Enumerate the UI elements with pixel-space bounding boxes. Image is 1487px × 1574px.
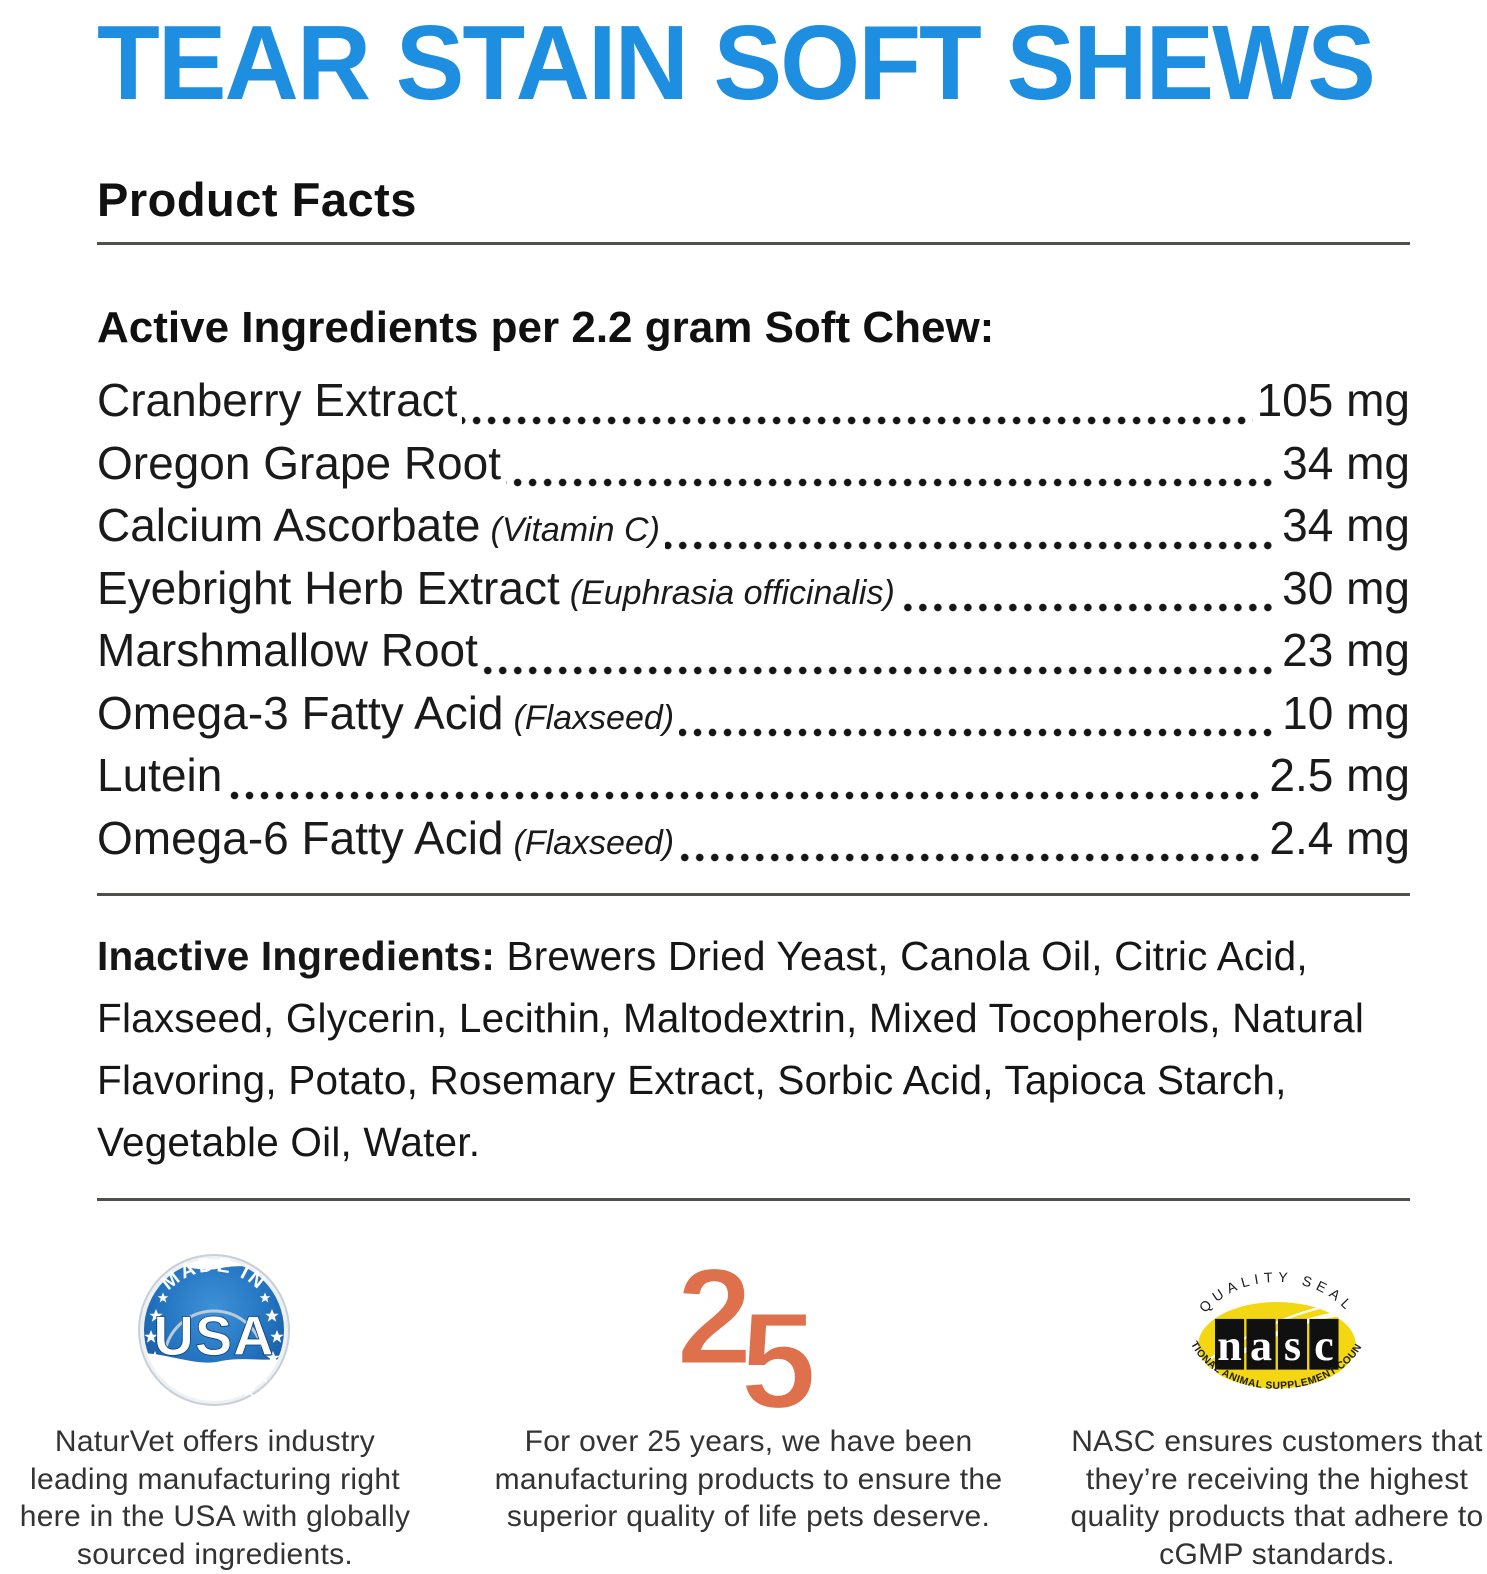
ingredient-value: 23 mg <box>1282 624 1410 676</box>
made-in-usa-badge-icon: MADE IN USA <box>138 1253 290 1406</box>
ingredient-row: Oregon Grape Root 34 mg <box>97 436 1410 499</box>
inactive-ingredients-label: Inactive Ingredients: <box>97 933 496 979</box>
ingredient-name: Oregon Grape Root <box>97 436 502 489</box>
ingredient-name: Marshmallow Root <box>97 624 478 676</box>
digit-2: 2 <box>676 1250 753 1394</box>
nasc-quality-seal-icon: QUALITY SEAL n a s c <box>1169 1258 1364 1392</box>
active-ingredients-list: Cranberry Extract 105 mg Oregon Grape Ro… <box>97 373 1410 873</box>
ingredient-name: Cranberry Extract <box>97 374 458 426</box>
nasc-letter-blocks: n a s c <box>1215 1318 1339 1370</box>
ingredient-name: Omega-6 Fatty Acid <box>97 811 504 864</box>
divider <box>97 893 1410 896</box>
ingredient-value: 10 mg <box>1282 686 1410 739</box>
leader-dots <box>462 415 1253 425</box>
nasc-letter: c <box>1314 1321 1334 1370</box>
divider <box>97 1197 1410 1201</box>
leader-dots <box>227 790 1266 800</box>
nasc-letter: n <box>1217 1321 1242 1370</box>
years-25-column: 2 5 For over 25 years, we have been manu… <box>430 1249 1067 1574</box>
inactive-ingredients: Inactive Ingredients: Brewers Dried Yeas… <box>97 926 1410 1174</box>
nasc-logo-box: QUALITY SEAL n a s c <box>1169 1249 1385 1417</box>
leader-dots <box>664 540 1279 550</box>
certification-badges-row: MADE IN USA <box>0 1249 1487 1574</box>
ingredient-name: Lutein <box>97 749 223 801</box>
nasc-letter: a <box>1250 1321 1272 1370</box>
ingredient-row: Eyebright Herb Extract (Euphrasia offici… <box>97 561 1410 624</box>
leader-dots <box>679 853 1266 862</box>
nasc-column: QUALITY SEAL n a s c <box>1067 1249 1487 1574</box>
leader-dots <box>482 665 1279 675</box>
ingredient-value: 2.5 mg <box>1269 749 1410 801</box>
made-in-usa-logo-box: MADE IN USA <box>126 1249 304 1417</box>
ingredient-note: (Euphrasia officinalis) <box>569 573 895 612</box>
usa-ring-arc <box>164 1309 264 1348</box>
page-title: TEAR STAIN SOFT SHEWS <box>97 4 1376 122</box>
ingredient-row: Omega-3 Fatty Acid (Flaxseed) 10 mg <box>97 686 1410 749</box>
ingredient-row: Lutein 2.5 mg <box>97 748 1410 811</box>
ingredient-row: Omega-6 Fatty Acid (Flaxseed) 2.4 mg <box>97 811 1410 874</box>
ingredient-row: Calcium Ascorbate (Vitamin C) 34 mg <box>97 498 1410 561</box>
ingredient-note: (Flaxseed) <box>513 698 675 737</box>
ingredient-name: Eyebright Herb Extract <box>97 561 560 614</box>
digit-5: 5 <box>740 1284 817 1416</box>
leader-dots <box>679 728 1279 737</box>
caption-usa: NaturVet offers industry leading manufac… <box>19 1424 411 1572</box>
product-facts-heading: Product Facts <box>97 173 417 226</box>
label-panel: TEAR STAIN SOFT SHEWS Product Facts Acti… <box>97 4 1410 1201</box>
ingredient-note: (Vitamin C) <box>490 511 660 549</box>
leader-dots <box>506 478 1279 487</box>
ingredient-value: 34 mg <box>1282 436 1410 489</box>
nasc-letter: s <box>1284 1321 1301 1370</box>
ingredient-value: 34 mg <box>1282 499 1410 551</box>
made-in-usa-column: MADE IN USA <box>0 1249 430 1574</box>
ingredient-name: Omega-3 Fatty Acid <box>97 686 504 739</box>
ingredient-note: (Flaxseed) <box>513 823 675 862</box>
25-years-icon: 2 5 <box>674 1250 818 1416</box>
ingredient-name: Calcium Ascorbate <box>97 499 481 551</box>
ingredient-value: 2.4 mg <box>1269 811 1410 864</box>
divider <box>97 242 1410 245</box>
ingredient-value: 105 mg <box>1256 374 1410 426</box>
active-ingredients-heading: Active Ingredients per 2.2 gram Soft Che… <box>97 303 995 352</box>
ingredient-value: 30 mg <box>1282 561 1410 614</box>
leader-dots <box>899 603 1279 612</box>
caption-nasc: NASC ensures customers that they’re rece… <box>1070 1424 1484 1572</box>
ingredient-row: Marshmallow Root 23 mg <box>97 623 1410 686</box>
inactive-ingredients-text: Brewers Dried Yeast, Canola Oil, Citric … <box>97 933 1365 1165</box>
caption-years: For over 25 years, we have been manufact… <box>494 1424 1003 1534</box>
ingredient-row: Cranberry Extract 105 mg <box>97 373 1410 436</box>
usa-main-text: USA <box>153 1304 274 1367</box>
years-25-logo-box: 2 5 <box>670 1249 828 1417</box>
